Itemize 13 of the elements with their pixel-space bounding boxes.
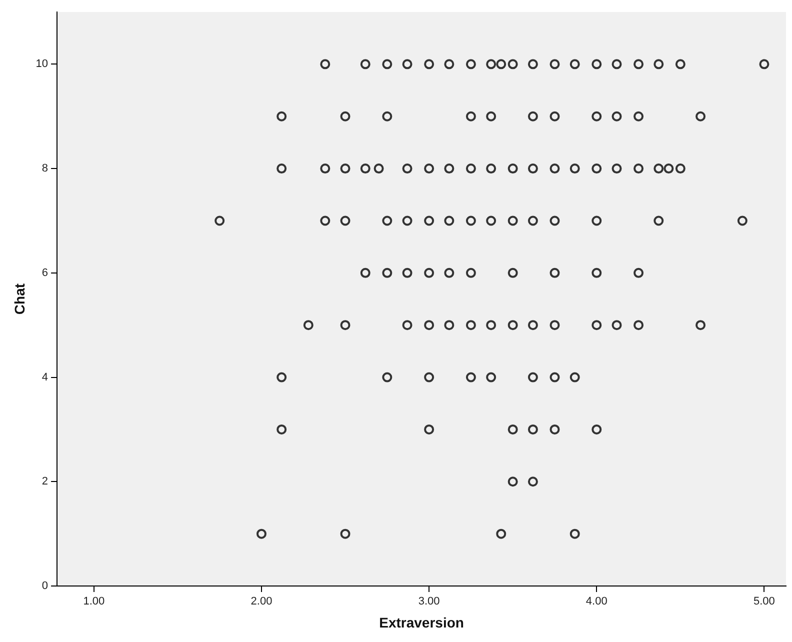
y-tick-label: 2 [42, 476, 48, 488]
y-axis-title: Chat [11, 283, 28, 315]
y-tick-label: 0 [42, 580, 48, 592]
y-tick-label: 8 [42, 162, 48, 175]
x-axis-title: Extraversion [379, 614, 464, 630]
y-tick-label: 4 [42, 371, 48, 384]
x-tick-label: 4.00 [586, 596, 608, 608]
x-tick-label: 3.00 [418, 596, 440, 608]
x-tick-label: 5.00 [754, 596, 775, 608]
y-tick-label: 10 [36, 58, 48, 70]
x-tick-label: 2.00 [250, 596, 272, 608]
x-tick-label: 1.00 [83, 596, 105, 608]
y-tick-label: 6 [42, 266, 48, 279]
